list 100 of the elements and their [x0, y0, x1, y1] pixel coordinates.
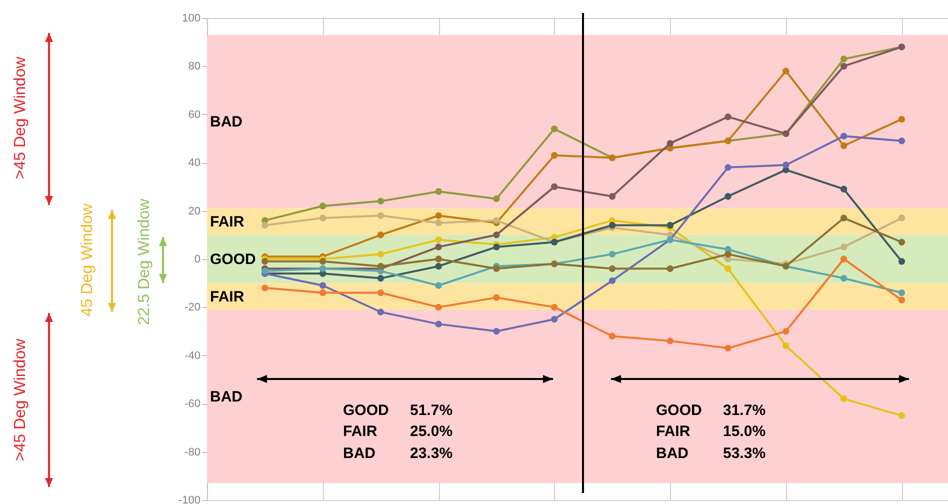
- point: [724, 192, 732, 200]
- point: [898, 412, 906, 419]
- point: [608, 192, 616, 200]
- point: [840, 132, 848, 140]
- point: [898, 238, 906, 246]
- annotation: GOOD: [343, 402, 389, 419]
- point: [840, 244, 848, 250]
- y-tick-label: 0: [194, 254, 200, 266]
- point: [493, 232, 500, 238]
- y-tick-label: 60: [188, 108, 200, 121]
- y-tick-label: 20: [188, 205, 200, 218]
- annotation: 23.3%: [410, 445, 453, 462]
- point: [550, 316, 558, 323]
- text: 22.5 Deg Window: [136, 198, 153, 326]
- point: [493, 294, 500, 301]
- annotation: BAD: [343, 445, 376, 462]
- y-tick-label: -60: [184, 398, 200, 410]
- point: [262, 284, 268, 292]
- point: [840, 214, 848, 222]
- point: [377, 212, 384, 219]
- point: [435, 212, 442, 219]
- annotation: 53.3%: [723, 445, 766, 462]
- point: [435, 236, 442, 244]
- point: [319, 289, 326, 296]
- point: [435, 304, 442, 311]
- annotation: 15.0%: [723, 423, 766, 440]
- point: [898, 289, 906, 296]
- point: [840, 256, 848, 262]
- point: [608, 265, 616, 272]
- annotation: FAIR: [656, 423, 690, 440]
- point: [493, 244, 500, 250]
- point: [377, 262, 384, 270]
- point: [262, 258, 268, 265]
- y-tick-label: -20: [184, 302, 200, 314]
- point: [493, 328, 500, 335]
- point: [840, 274, 848, 282]
- text: 45 Deg Window: [79, 203, 96, 316]
- point: [319, 282, 326, 289]
- point: [435, 256, 442, 262]
- point: [840, 142, 848, 150]
- annotation: 25.0%: [410, 423, 453, 440]
- band-label: FAIR: [210, 214, 244, 231]
- point: [262, 222, 268, 229]
- point: [724, 113, 732, 120]
- annotation: 31.7%: [723, 402, 766, 419]
- point: [550, 183, 558, 190]
- point: [319, 202, 326, 210]
- point: [377, 289, 384, 296]
- point: [319, 214, 326, 222]
- point: [782, 68, 790, 74]
- y-tick-label: -100: [178, 494, 200, 504]
- band-label: FAIR: [210, 288, 244, 306]
- point: [724, 344, 732, 352]
- point: [608, 332, 616, 340]
- point: [377, 232, 384, 238]
- point: [898, 138, 906, 144]
- point: [435, 244, 442, 250]
- point: [840, 56, 848, 62]
- point: [898, 116, 906, 123]
- point: [493, 265, 500, 272]
- point: [724, 164, 732, 171]
- annotation: FAIR: [343, 423, 378, 440]
- point: [377, 308, 384, 316]
- text: >45 Deg Window: [12, 56, 29, 180]
- point: [608, 277, 616, 284]
- point: [666, 140, 674, 147]
- point: [550, 152, 558, 159]
- point: [435, 220, 442, 226]
- band-label: BAD: [210, 388, 243, 406]
- point: [724, 265, 732, 272]
- point: [898, 214, 906, 222]
- point: [724, 250, 732, 258]
- point: [608, 250, 616, 258]
- annotation: BAD: [656, 445, 689, 462]
- point: [493, 195, 500, 202]
- band-label: GOOD: [210, 251, 256, 268]
- point: [262, 268, 268, 274]
- y-tick-label: 80: [188, 60, 200, 73]
- y-tick-label: 40: [188, 157, 200, 170]
- point: [435, 282, 442, 289]
- point: [898, 258, 906, 265]
- point: [666, 338, 674, 344]
- point: [782, 328, 790, 335]
- point: [493, 217, 500, 224]
- point: [435, 320, 442, 328]
- point: [550, 126, 558, 132]
- point: [840, 62, 848, 70]
- point: [608, 222, 616, 229]
- y-tick-label: -40: [184, 350, 200, 362]
- point: [782, 342, 790, 350]
- band-label: BAD: [210, 114, 243, 131]
- text: >45 Deg Window: [12, 338, 29, 462]
- y-tick-label: 100: [182, 12, 200, 24]
- point: [840, 186, 848, 192]
- point: [319, 258, 326, 265]
- point: [666, 265, 674, 272]
- point: [782, 162, 790, 168]
- annotation: 51.7%: [410, 402, 453, 419]
- point: [377, 250, 384, 258]
- point: [550, 304, 558, 311]
